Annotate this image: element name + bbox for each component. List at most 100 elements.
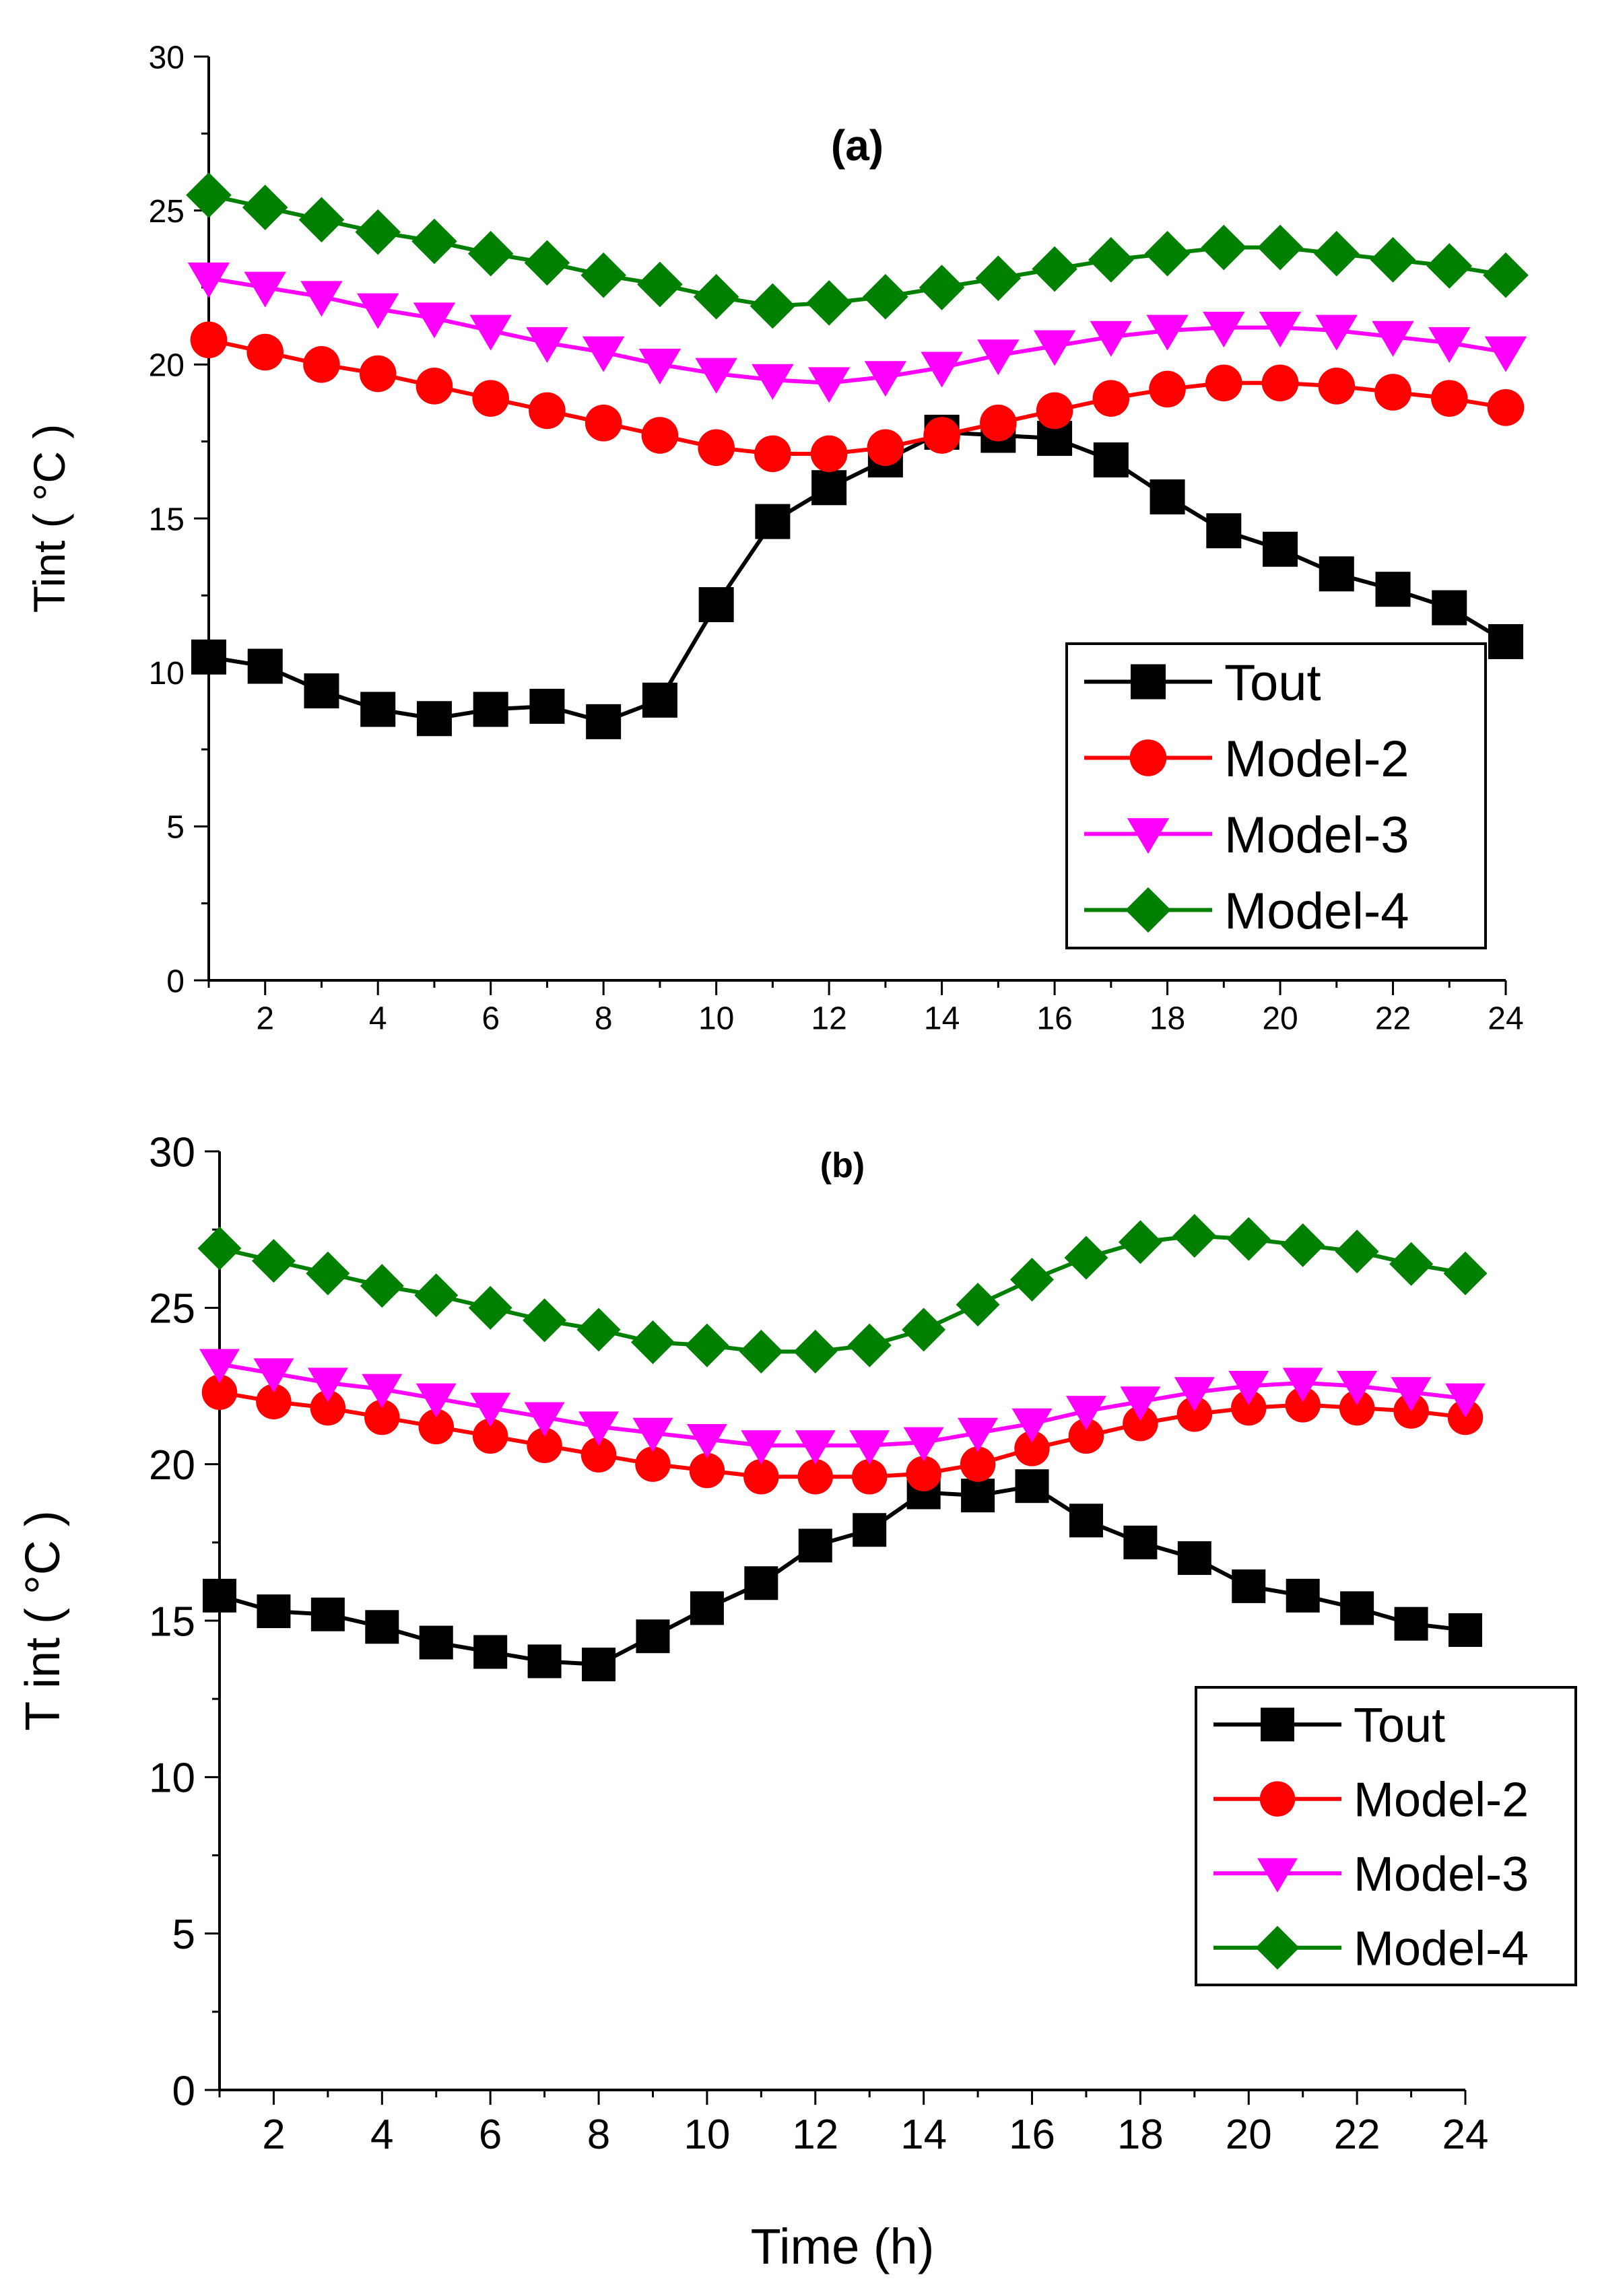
- data-point: [256, 1384, 292, 1419]
- data-point: [1318, 368, 1356, 405]
- data-point: [698, 429, 735, 467]
- data-point: [690, 1591, 724, 1625]
- data-point: [1033, 330, 1076, 366]
- series-model-4: [186, 172, 1529, 329]
- data-point: [635, 1446, 671, 1482]
- data-point: [1064, 1236, 1108, 1280]
- x-tick-label: 14: [900, 2112, 947, 2158]
- y-tick-label: 5: [166, 810, 185, 846]
- x-tick-label: 8: [587, 2112, 610, 2158]
- data-point: [524, 240, 570, 286]
- data-point: [695, 358, 737, 394]
- data-point: [197, 1226, 242, 1271]
- data-point: [847, 1323, 892, 1368]
- data-point: [1206, 513, 1242, 549]
- data-point: [1015, 1469, 1049, 1504]
- legend-marker: [1261, 1708, 1294, 1742]
- data-point: [797, 1459, 834, 1495]
- data-point: [580, 252, 626, 298]
- data-point: [902, 1308, 946, 1352]
- data-point: [523, 1298, 567, 1343]
- data-point: [472, 1418, 508, 1454]
- data-point: [1340, 1591, 1374, 1625]
- data-point: [364, 1399, 400, 1436]
- data-point: [1226, 1217, 1271, 1261]
- x-tick-label: 8: [595, 1001, 613, 1036]
- data-point: [199, 1349, 240, 1384]
- data-point: [1261, 364, 1299, 402]
- series-model-3: [199, 1349, 1486, 1465]
- x-tick-label: 20: [1226, 2112, 1272, 2158]
- data-point: [1339, 1390, 1375, 1426]
- data-point: [1014, 1431, 1050, 1466]
- x-tick-label: 10: [684, 2112, 730, 2158]
- y-tick-label: 15: [149, 1598, 195, 1645]
- x-tick-label: 24: [1488, 1001, 1523, 1036]
- data-point: [1201, 224, 1247, 271]
- y-tick-label: 25: [149, 1286, 195, 1332]
- data-point: [418, 1409, 454, 1445]
- data-point: [863, 273, 908, 320]
- data-point: [1319, 556, 1354, 592]
- data-point: [851, 1459, 888, 1495]
- series-model-2: [190, 321, 1525, 473]
- x-tick-label: 2: [262, 2112, 285, 2158]
- data-point: [257, 1594, 291, 1629]
- data-point: [1374, 374, 1411, 411]
- legend-box: [1195, 1686, 1577, 1986]
- data-point: [1093, 442, 1129, 478]
- data-point: [1281, 1223, 1325, 1267]
- legend-marker: [1257, 1858, 1298, 1893]
- y-tick-label: 10: [149, 656, 185, 691]
- data-point: [1389, 1242, 1434, 1286]
- data-point: [253, 1358, 294, 1393]
- data-point: [524, 1402, 565, 1437]
- legend-item: Model-4: [1213, 1922, 1529, 1976]
- data-point: [529, 688, 565, 724]
- legend-label: Tout: [1354, 1699, 1445, 1753]
- data-point: [1174, 1377, 1215, 1412]
- data-point: [186, 172, 232, 218]
- legend-marker: [1255, 1926, 1300, 1970]
- data-point: [244, 271, 286, 308]
- data-point: [1372, 320, 1414, 357]
- x-tick-label: 12: [811, 1001, 846, 1036]
- x-tick-label: 12: [792, 2112, 838, 2158]
- data-point: [750, 283, 796, 329]
- data-point: [1120, 1386, 1161, 1421]
- data-point: [1069, 1504, 1103, 1538]
- data-point: [242, 184, 288, 230]
- x-tick-label: 4: [370, 2112, 393, 2158]
- data-point: [1263, 531, 1298, 567]
- legend-item: Model-3: [1213, 1848, 1529, 1901]
- data-point: [1428, 327, 1471, 363]
- chart-title: (a): [831, 121, 884, 170]
- data-point: [1231, 1390, 1267, 1426]
- data-point: [1176, 1396, 1213, 1432]
- x-axis-label: Time (h): [751, 2219, 935, 2274]
- data-point: [977, 339, 1020, 376]
- data-point: [467, 230, 514, 277]
- data-point: [472, 380, 509, 417]
- data-point: [1092, 380, 1130, 417]
- data-point: [1032, 246, 1077, 292]
- data-point: [923, 417, 960, 454]
- data-point: [582, 336, 625, 372]
- y-tick-label: 0: [166, 964, 185, 999]
- data-point: [1282, 1368, 1323, 1403]
- data-point: [1172, 1213, 1217, 1258]
- x-tick-label: 2: [256, 1001, 274, 1036]
- x-tick-label: 22: [1375, 1001, 1411, 1036]
- data-point: [1259, 312, 1302, 348]
- data-point: [1394, 1607, 1428, 1641]
- data-point: [1144, 230, 1191, 277]
- x-tick-label: 16: [1009, 2112, 1055, 2158]
- data-point: [1088, 237, 1134, 283]
- data-point: [468, 1285, 512, 1330]
- data-point: [298, 197, 345, 243]
- data-point: [1010, 1258, 1055, 1302]
- data-point: [300, 281, 343, 317]
